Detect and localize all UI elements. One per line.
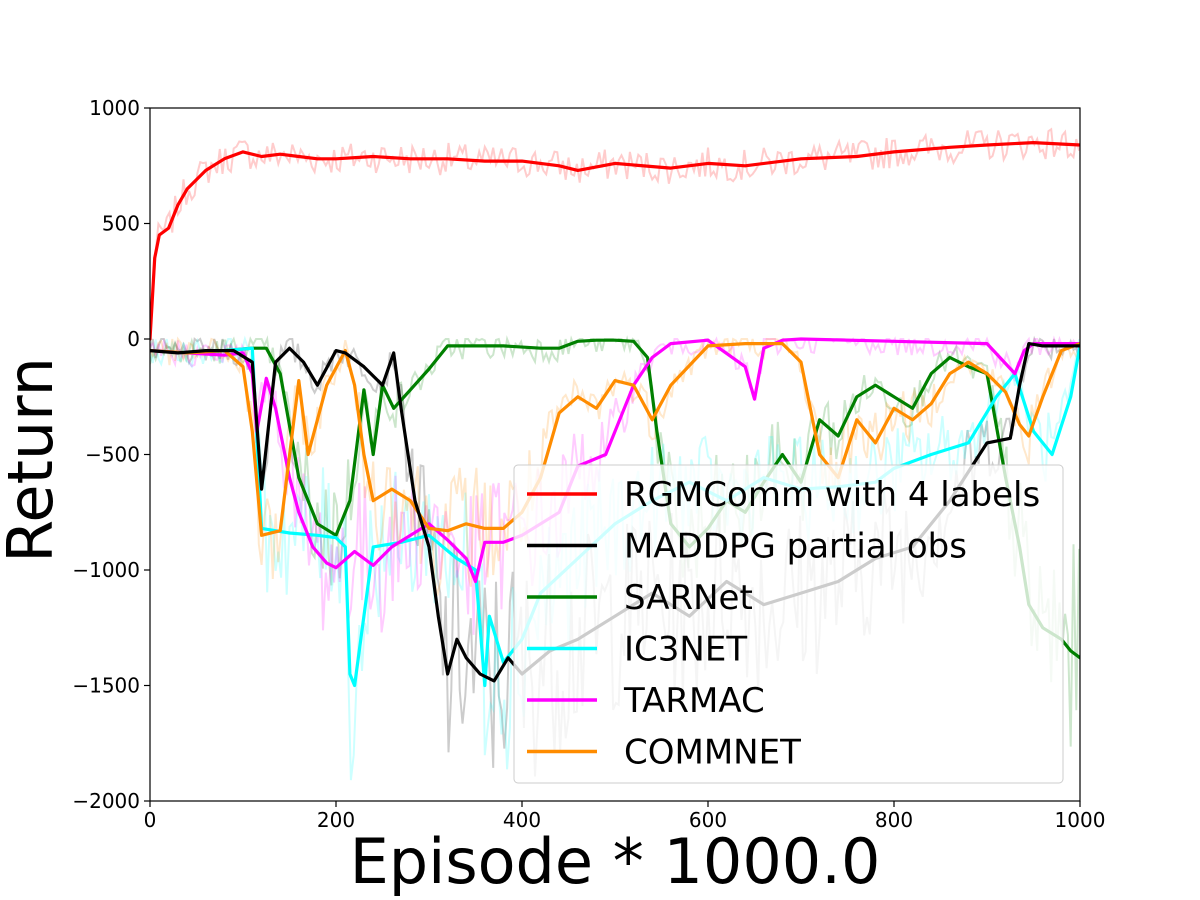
legend-label-sarnet: SARNet <box>624 578 753 618</box>
series-line-sarnet <box>150 338 1080 660</box>
y-tick-label: −500 <box>85 443 140 467</box>
y-tick-label: 500 <box>102 212 140 236</box>
x-tick-label: 0 <box>144 808 157 832</box>
y-tick-label: −2000 <box>72 789 140 813</box>
y-tick-label: −1000 <box>72 558 140 582</box>
x-tick-label: 400 <box>503 808 541 832</box>
series-line-rgmcomm-with-4-labels <box>150 141 1080 341</box>
legend-label-ic3net: IC3NET <box>624 630 747 670</box>
y-tick-label: 1000 <box>89 96 140 120</box>
y-tick-label: 0 <box>127 327 140 351</box>
series-line-tarmac <box>150 337 1080 584</box>
legend-label-maddpg-partial-obs: MADDPG partial obs <box>624 527 967 567</box>
raw-trace-rgmcomm-with-4-labels <box>150 127 1080 336</box>
x-tick-label: 800 <box>875 808 913 832</box>
legend-label-rgmcomm-with-4-labels: RGMComm with 4 labels <box>624 475 1040 515</box>
legend-box <box>513 464 1064 784</box>
x-axis-title: Episode * 1000.0 <box>350 825 881 898</box>
x-tick-label: 600 <box>689 808 727 832</box>
legend: RGMComm with 4 labels MADDPG partial obs S… <box>513 464 1064 784</box>
axis-ticks: 0 200 400 600 800 1000 1000 500 0 −500 −1000 −1500 −… <box>72 96 1105 832</box>
x-tick-label: 200 <box>317 808 355 832</box>
series-line-commnet <box>150 342 1080 537</box>
legend-label-tarmac: TARMAC <box>623 681 765 721</box>
x-tick-label: 1000 <box>1055 808 1106 832</box>
legend-label-commnet: COMMNET <box>624 733 801 773</box>
y-axis-title: Return <box>0 357 67 563</box>
y-tick-label: −1500 <box>72 674 140 698</box>
